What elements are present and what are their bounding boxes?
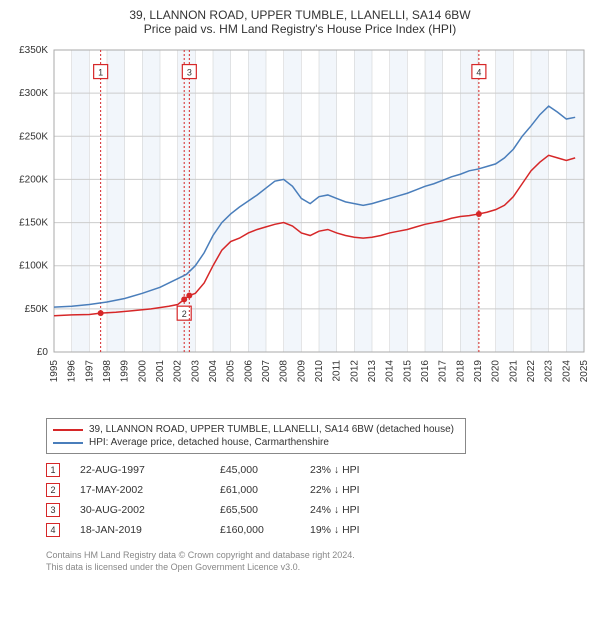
event-price: £45,000: [220, 464, 310, 476]
chart-title-block: 39, LLANNON ROAD, UPPER TUMBLE, LLANELLI…: [8, 8, 592, 36]
legend-swatch: [53, 429, 83, 431]
event-diff: 22% ↓ HPI: [310, 484, 360, 496]
svg-text:2010: 2010: [314, 360, 325, 383]
event-marker: 3: [46, 503, 60, 517]
svg-text:£200K: £200K: [19, 174, 48, 185]
event-date: 18-JAN-2019: [80, 524, 220, 536]
event-row: 3 30-AUG-2002£65,50024% ↓ HPI: [46, 500, 556, 520]
legend-item: HPI: Average price, detached house, Carm…: [53, 436, 459, 449]
chart-svg: £0 £50K £100K £150K £200K £250K £300K £350K 1995…: [8, 40, 592, 410]
event-date: 17-MAY-2002: [80, 484, 220, 496]
event-price: £65,500: [220, 504, 310, 516]
footer-attribution: Contains HM Land Registry data © Crown c…: [46, 550, 592, 573]
svg-text:2014: 2014: [385, 360, 396, 383]
chart-title-line1: 39, LLANNON ROAD, UPPER TUMBLE, LLANELLI…: [8, 8, 592, 22]
events-table: 1 22-AUG-1997£45,00023% ↓ HPI 2 17-MAY-2002…: [46, 460, 556, 540]
svg-text:2007: 2007: [261, 360, 272, 383]
legend-swatch: [53, 442, 83, 444]
svg-text:£350K: £350K: [19, 45, 48, 56]
svg-text:2020: 2020: [491, 360, 502, 383]
chart-title-line2: Price paid vs. HM Land Registry's House …: [8, 22, 592, 36]
event-diff: 19% ↓ HPI: [310, 524, 360, 536]
event-row: 4 18-JAN-2019£160,00019% ↓ HPI: [46, 520, 556, 540]
footer-line1: Contains HM Land Registry data © Crown c…: [46, 550, 592, 562]
svg-text:2004: 2004: [208, 360, 219, 383]
event-row: 1 22-AUG-1997£45,00023% ↓ HPI: [46, 460, 556, 480]
svg-text:£150K: £150K: [19, 218, 48, 229]
legend: 39, LLANNON ROAD, UPPER TUMBLE, LLANELLI…: [46, 418, 466, 454]
svg-text:2019: 2019: [473, 360, 484, 383]
footer-line2: This data is licensed under the Open Gov…: [46, 562, 592, 574]
svg-text:2008: 2008: [279, 360, 290, 383]
event-diff: 24% ↓ HPI: [310, 504, 360, 516]
svg-text:3: 3: [187, 68, 192, 78]
svg-text:1998: 1998: [102, 360, 113, 383]
svg-text:2009: 2009: [296, 360, 307, 383]
svg-text:1995: 1995: [49, 360, 60, 383]
svg-text:2021: 2021: [508, 360, 519, 383]
svg-text:2001: 2001: [155, 360, 166, 383]
svg-text:2: 2: [182, 309, 187, 319]
legend-label: HPI: Average price, detached house, Carm…: [89, 437, 329, 448]
svg-text:2016: 2016: [420, 360, 431, 383]
event-price: £61,000: [220, 484, 310, 496]
event-diff: 23% ↓ HPI: [310, 464, 360, 476]
svg-text:£250K: £250K: [19, 131, 48, 142]
svg-text:4: 4: [476, 68, 481, 78]
svg-text:2017: 2017: [438, 360, 449, 383]
svg-text:2025: 2025: [579, 360, 590, 383]
event-date: 22-AUG-1997: [80, 464, 220, 476]
svg-text:£100K: £100K: [19, 261, 48, 272]
svg-text:2015: 2015: [402, 360, 413, 383]
svg-text:2022: 2022: [526, 360, 537, 383]
svg-text:1999: 1999: [120, 360, 131, 383]
svg-text:2003: 2003: [190, 360, 201, 383]
legend-item: 39, LLANNON ROAD, UPPER TUMBLE, LLANELLI…: [53, 423, 459, 436]
chart-area: £0 £50K £100K £150K £200K £250K £300K £350K 1995…: [8, 40, 592, 410]
event-marker: 2: [46, 483, 60, 497]
svg-text:2012: 2012: [349, 360, 360, 383]
svg-text:2013: 2013: [367, 360, 378, 383]
svg-text:2018: 2018: [455, 360, 466, 383]
svg-text:2000: 2000: [137, 360, 148, 383]
svg-text:1997: 1997: [84, 360, 95, 383]
svg-text:2023: 2023: [544, 360, 555, 383]
event-row: 2 17-MAY-2002£61,00022% ↓ HPI: [46, 480, 556, 500]
svg-text:1: 1: [98, 68, 103, 78]
event-date: 30-AUG-2002: [80, 504, 220, 516]
legend-label: 39, LLANNON ROAD, UPPER TUMBLE, LLANELLI…: [89, 424, 454, 435]
event-marker: 4: [46, 523, 60, 537]
svg-text:2011: 2011: [332, 360, 343, 382]
svg-text:£0: £0: [37, 347, 49, 358]
svg-text:£50K: £50K: [25, 304, 49, 315]
svg-text:2005: 2005: [226, 360, 237, 383]
svg-text:2024: 2024: [561, 360, 572, 383]
svg-text:£300K: £300K: [19, 88, 48, 99]
event-price: £160,000: [220, 524, 310, 536]
event-marker: 1: [46, 463, 60, 477]
svg-text:1996: 1996: [67, 360, 78, 383]
svg-text:2006: 2006: [243, 360, 254, 383]
svg-text:2002: 2002: [173, 360, 184, 383]
